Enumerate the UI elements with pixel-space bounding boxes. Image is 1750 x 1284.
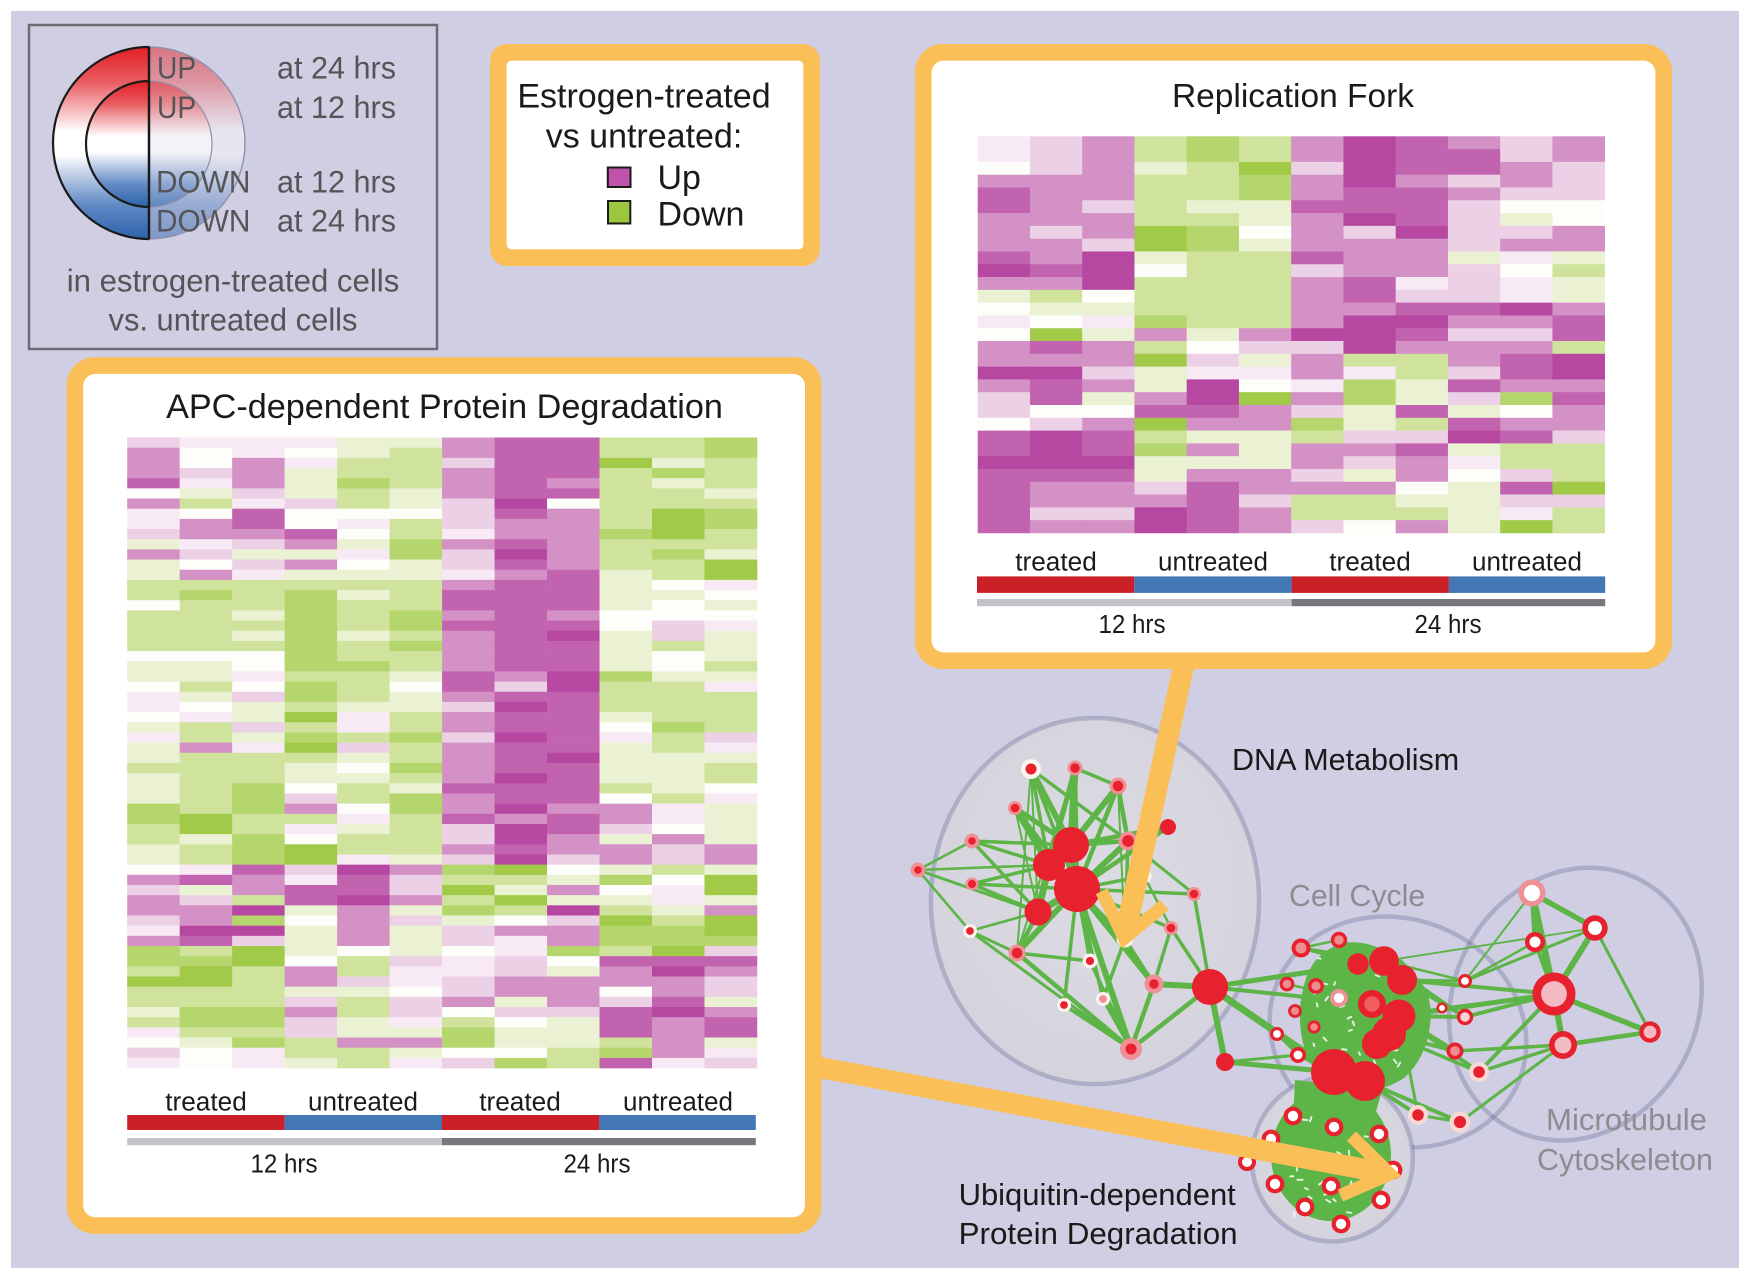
svg-text:DOWN: DOWN [156, 203, 250, 239]
svg-text:12 hrs: 12 hrs [1099, 611, 1166, 639]
svg-text:in estrogen-treated cells: in estrogen-treated cells [67, 263, 400, 299]
svg-text:treated: treated [165, 1089, 247, 1117]
svg-text:Cell Cycle: Cell Cycle [1289, 878, 1425, 913]
svg-text:treated: treated [1015, 549, 1097, 577]
svg-text:treated: treated [1329, 549, 1411, 577]
svg-text:untreated: untreated [1472, 549, 1582, 577]
svg-text:untreated: untreated [623, 1089, 733, 1117]
svg-text:untreated: untreated [308, 1089, 418, 1117]
svg-text:at 12 hrs: at 12 hrs [277, 89, 396, 125]
svg-text:12 hrs: 12 hrs [251, 1150, 318, 1178]
svg-text:UP: UP [157, 50, 196, 86]
svg-text:24 hrs: 24 hrs [564, 1150, 631, 1178]
svg-text:Microtubule: Microtubule [1546, 1102, 1707, 1137]
svg-text:24 hrs: 24 hrs [1415, 611, 1482, 639]
svg-text:APC-dependent Protein Degradat: APC-dependent Protein Degradation [166, 388, 723, 426]
svg-text:DNA Metabolism: DNA Metabolism [1232, 742, 1459, 777]
svg-text:Down: Down [658, 196, 745, 234]
svg-text:UP: UP [157, 89, 196, 125]
svg-text:vs untreated:: vs untreated: [546, 118, 743, 156]
svg-text:Ubiquitin-dependent: Ubiquitin-dependent [959, 1177, 1237, 1212]
svg-text:untreated: untreated [1158, 549, 1268, 577]
svg-text:vs. untreated cells: vs. untreated cells [109, 302, 358, 338]
svg-text:treated: treated [479, 1089, 561, 1117]
svg-text:Protein Degradation: Protein Degradation [959, 1216, 1238, 1251]
svg-text:Estrogen-treated: Estrogen-treated [517, 78, 770, 116]
svg-text:at 12 hrs: at 12 hrs [277, 164, 396, 200]
svg-text:at 24 hrs: at 24 hrs [277, 50, 396, 86]
svg-text:Up: Up [658, 159, 701, 197]
svg-text:Replication Fork: Replication Fork [1172, 78, 1414, 115]
svg-text:at 24 hrs: at 24 hrs [277, 203, 396, 239]
svg-text:Cytoskeleton: Cytoskeleton [1537, 1142, 1713, 1177]
svg-text:DOWN: DOWN [156, 164, 250, 200]
